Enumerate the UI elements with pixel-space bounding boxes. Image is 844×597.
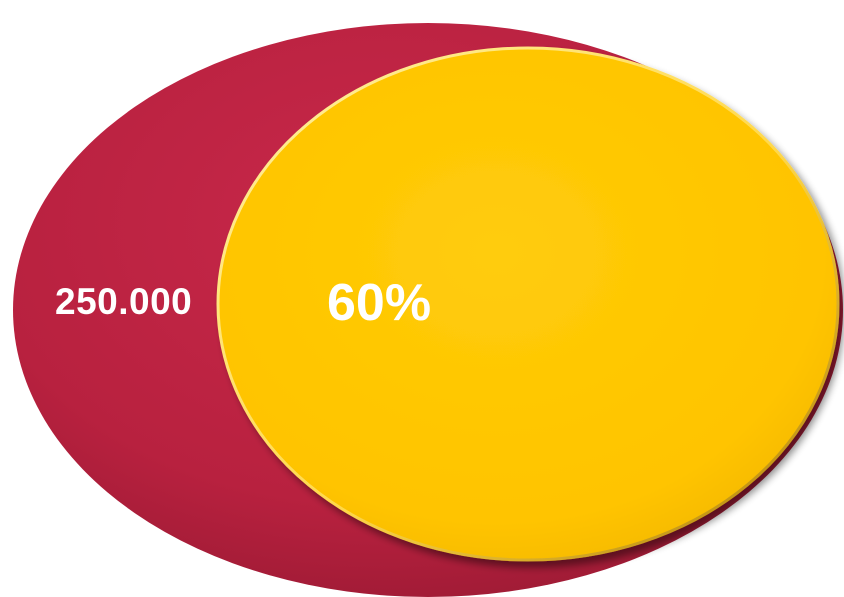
outer-value-label: 250.000: [55, 281, 192, 322]
inner-percentage-label: 60%: [327, 274, 431, 332]
inner-ellipse: [216, 46, 840, 562]
